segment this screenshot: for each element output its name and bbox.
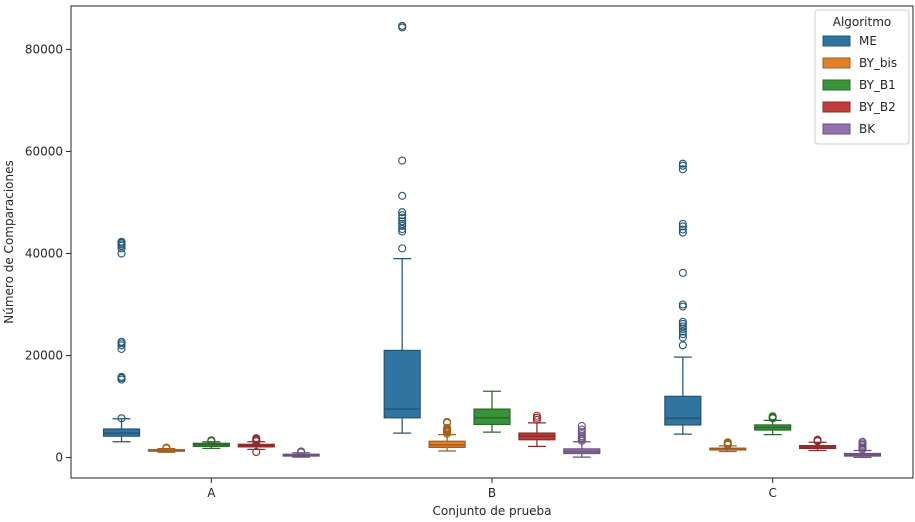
legend-label: BY_B2 [859,100,896,114]
outlier-point [252,434,261,443]
outlier-point [398,217,407,226]
outlier-point [813,435,822,444]
legend-swatch [822,79,851,91]
y-tick-label: 60000 [25,144,63,158]
outlier-point [678,341,687,350]
legend-title: Algoritmo [833,15,892,29]
outlier-point [678,322,687,331]
outlier-point [117,414,126,423]
outlier-point [398,191,407,200]
legend-swatch [822,123,851,135]
legend-label: BY_bis [859,56,897,70]
outlier-point [532,411,541,420]
outlier-point [577,430,586,439]
outlier-point [398,156,407,165]
box-BY_bis-B [428,417,466,452]
box-body [664,395,702,426]
box-BY_B1-A [192,436,230,450]
outlier-point [398,227,407,236]
outlier-point [678,268,687,277]
outlier-point [443,417,452,426]
outlier-point [398,244,407,253]
outlier-point [577,425,586,434]
box-body [473,408,511,426]
y-axis-label: Número de Comparaciones [2,160,16,323]
outlier-point [117,372,126,382]
outlier-point [678,225,687,234]
outlier-point [858,437,867,446]
outlier-point [678,333,687,342]
legend-label: BK [859,122,876,136]
y-tick-label: 0 [55,451,63,465]
legend-swatch [822,101,851,113]
outlier-point [117,341,126,350]
y-tick-label: 20000 [25,349,63,363]
box-ME-A [102,237,141,443]
outlier-point [398,208,407,217]
box-groups [102,21,882,458]
outlier-point [297,447,306,456]
outlier-point [678,161,687,170]
box-body [383,349,421,419]
outlier-point [252,447,261,457]
legend-label: ME [859,34,877,48]
x-tick-label: B [488,486,496,500]
legend-swatch [822,35,851,47]
outlier-point [162,443,171,452]
legend: Algoritmo ME BY_bis BY_B1 BY_B2 BK [814,9,910,145]
outlier-point [117,249,126,258]
outlier-point [678,302,687,311]
outlier-point [207,436,216,445]
box-BY_B1-B [473,390,511,433]
box-BY_bis-A [147,443,186,453]
outlier-point [398,21,407,30]
y-tick-label: 40000 [25,246,63,260]
outlier-point [678,319,687,328]
outlier-point [678,327,687,336]
x-tick-label: C [768,486,776,500]
outlier-point [678,330,687,339]
outlier-point [398,224,407,234]
box-BY_B2-C [798,435,837,452]
outlier-point [577,428,586,437]
box-ME-B [383,21,421,434]
x-tick-label: A [207,486,216,500]
outlier-point [678,159,687,168]
outlier-point [678,228,687,237]
box-BY_bis-C [709,438,747,453]
box-BY_B1-C [754,412,792,436]
outlier-point [398,213,407,222]
outlier-point [398,219,407,228]
box-BK-A [282,447,320,458]
y-axis: 0 20000 40000 60000 80000 [25,42,71,465]
box-BK-B [563,421,601,458]
outlier-point [678,300,687,309]
legend-swatch [822,57,851,69]
outlier-point [117,237,126,246]
outlier-point [532,413,541,422]
outlier-point [577,421,586,431]
legend-label: BY_B1 [859,78,896,92]
outlier-point [398,221,407,230]
box-BK-C [843,437,882,458]
outlier-point [678,222,687,231]
outlier-point [678,165,687,174]
box-ME-C [664,159,702,435]
outlier-point [532,415,541,424]
outlier-point [443,423,452,433]
outlier-point [678,219,687,228]
outlier-point [678,317,687,326]
outlier-point [768,412,777,421]
x-axis-label: Conjunto de prueba [432,504,551,518]
outlier-point [117,337,126,346]
y-tick-label: 80000 [25,42,63,56]
outlier-point [398,211,407,220]
box-BY_B2-B [518,411,556,447]
outlier-point [723,438,732,447]
box-BY_B2-A [237,434,275,457]
x-axis: A B C [207,478,777,500]
